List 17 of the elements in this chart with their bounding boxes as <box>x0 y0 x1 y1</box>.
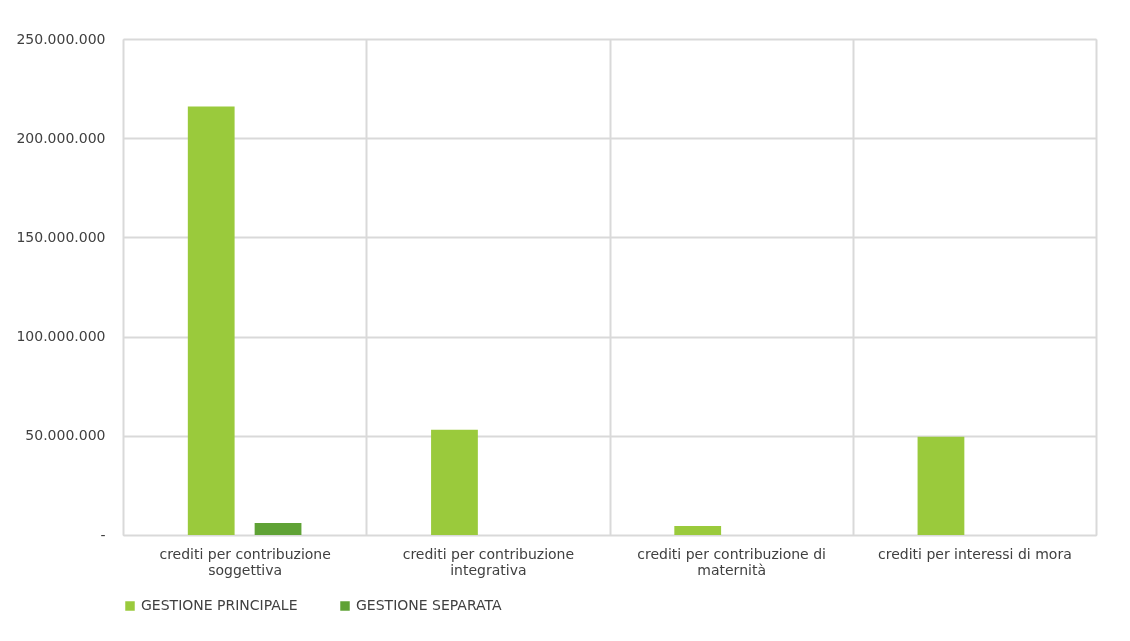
y-tick-label: 150.000.000 <box>16 228 106 245</box>
x-tick-label: crediti per contribuzione integrativa <box>402 545 575 578</box>
bar <box>674 526 722 535</box>
bar <box>187 106 235 535</box>
legend-label: GESTIONE PRINCIPALE <box>141 597 298 613</box>
y-tick-label: 100.000.000 <box>16 328 106 345</box>
x-tick-label: crediti per interessi di mora <box>878 545 1072 562</box>
legend-label: GESTIONE SEPARATA <box>356 597 503 613</box>
bar <box>431 429 478 535</box>
x-tick-label: crediti per contribuzione soggettiva <box>159 545 331 578</box>
y-tick-label: 50.000.000 <box>25 427 106 444</box>
x-tick-label: crediti per contribuzione di maternità <box>637 545 826 578</box>
y-tick-label: - <box>100 526 106 543</box>
bar <box>917 436 965 535</box>
y-tick-label: 200.000.000 <box>16 129 106 146</box>
y-tick-label: 250.000.000 <box>16 30 106 47</box>
bar <box>254 523 302 535</box>
